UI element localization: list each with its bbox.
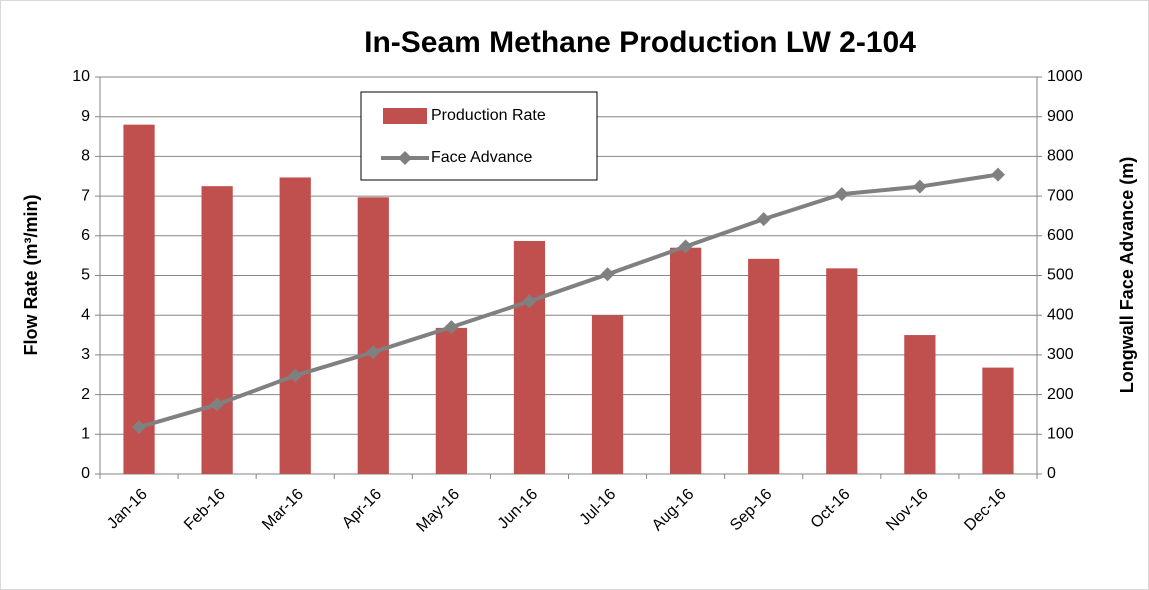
bar [279, 177, 311, 475]
line [138, 172, 999, 430]
marker [912, 179, 927, 194]
y2-tick-label: 200 [1047, 386, 1074, 403]
legend-marker [398, 151, 412, 165]
bar [748, 258, 780, 474]
y-tick-label: 4 [81, 306, 90, 323]
marker [600, 267, 615, 282]
y2-tick-label: 700 [1047, 187, 1074, 204]
marker [756, 212, 771, 227]
y2-axis-title: Longwall Face Advance (m) [1117, 157, 1137, 393]
marker [210, 397, 225, 412]
y2-tick-label: 0 [1047, 465, 1056, 482]
legend-label: Production Rate [431, 107, 546, 124]
marker [834, 187, 849, 202]
bar [982, 367, 1014, 474]
bar [123, 124, 155, 474]
y-tick-label: 6 [81, 227, 90, 244]
bar [201, 186, 233, 475]
legend-box [360, 91, 598, 181]
y-tick-label: 3 [81, 346, 90, 363]
y-tick-label: 7 [81, 187, 90, 204]
marker [288, 368, 303, 383]
marker [678, 239, 693, 254]
bar [904, 335, 936, 474]
marker [132, 420, 147, 435]
y-tick-label: 0 [81, 465, 90, 482]
marker [444, 320, 459, 335]
bar [826, 268, 858, 474]
y2-tick-label: 500 [1047, 267, 1074, 284]
y-tick-label: 2 [81, 386, 90, 403]
bar [357, 197, 389, 474]
chart-title: In-Seam Methane Production LW 2-104 [364, 26, 916, 59]
y2-tick-label: 400 [1047, 306, 1074, 323]
marker [990, 167, 1005, 182]
y2-tick-label: 800 [1047, 148, 1074, 165]
bar [591, 315, 624, 474]
y-tick-label: 9 [81, 108, 90, 125]
y-axis-title: Flow Rate (m³/min) [21, 194, 41, 355]
y2-tick-label: 300 [1047, 346, 1074, 363]
legend-label: Face Advance [431, 149, 533, 166]
y-tick-label: 8 [81, 148, 90, 165]
y2-tick-label: 600 [1047, 227, 1074, 244]
y2-tick-label: 100 [1047, 426, 1074, 443]
y-tick-label: 5 [81, 267, 90, 284]
legend-swatch [383, 108, 427, 124]
y2-tick-label: 1000 [1047, 68, 1083, 85]
y-tick-label: 1 [81, 426, 90, 443]
bar [435, 327, 467, 474]
marker [366, 345, 381, 360]
y-tick-label: 10 [72, 68, 90, 85]
y2-tick-label: 900 [1047, 108, 1074, 125]
bar [670, 247, 702, 474]
bar [513, 240, 546, 474]
marker [522, 294, 537, 309]
